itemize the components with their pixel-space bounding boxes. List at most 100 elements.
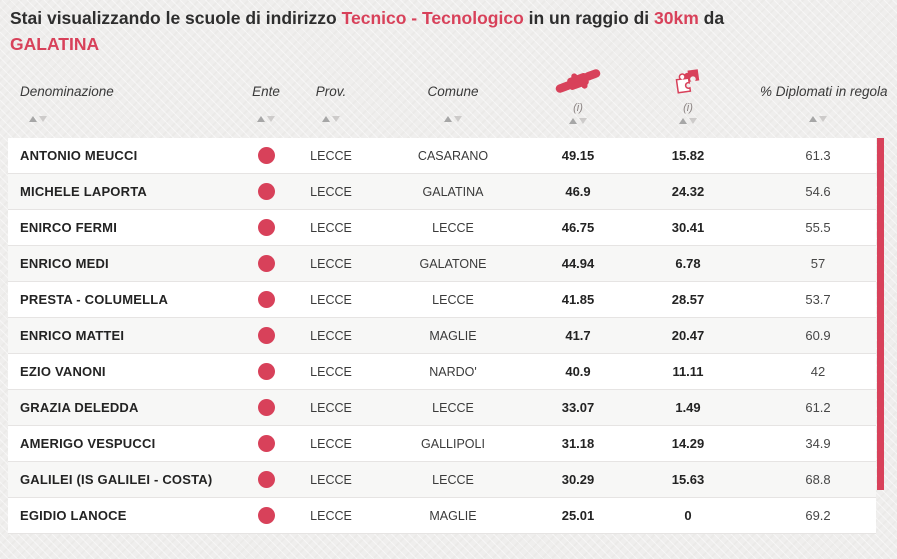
red-dot-icon <box>257 507 275 525</box>
school-name: ENRICO MATTEI <box>20 328 125 343</box>
sort-down-icon[interactable] <box>332 116 340 122</box>
sort-up-icon[interactable] <box>569 118 577 124</box>
column-header-comune[interactable]: Comune <box>366 60 540 138</box>
table-row[interactable]: GALILEI (IS GALILEI - COSTA) LECCE LECCE… <box>8 462 876 498</box>
school-name: ENRICO MEDI <box>20 256 109 271</box>
red-dot-icon <box>257 219 275 237</box>
ente-cell <box>236 255 296 273</box>
sort-arrows[interactable] <box>616 118 760 124</box>
column-label: Ente <box>252 84 280 99</box>
sort-down-icon[interactable] <box>579 118 587 124</box>
comune-cell: CASARANO <box>417 148 489 163</box>
sort-arrows[interactable] <box>236 116 296 122</box>
column-label: % Diplomati in regola <box>760 84 888 99</box>
red-dot-icon <box>257 435 275 453</box>
table-row[interactable]: GRAZIA DELEDDA LECCE LECCE 33.07 1.49 61… <box>8 390 876 426</box>
handshake-value-cell: 30.29 <box>561 472 595 487</box>
province-cell: LECCE <box>310 436 352 451</box>
handshake-value-cell: 31.18 <box>561 436 595 451</box>
sort-arrows[interactable] <box>8 116 236 122</box>
table-row[interactable]: EGIDIO LANOCE LECCE MAGLIE 25.01 0 69.2 <box>8 498 876 534</box>
puzzle-value-cell: 20.47 <box>671 328 705 343</box>
comune-cell: LECCE <box>432 400 474 415</box>
puzzle-value-cell: 6.78 <box>675 256 701 271</box>
red-dot-icon <box>257 183 275 201</box>
column-header-diplomati[interactable]: % Diplomati in regola <box>760 60 888 138</box>
school-name: PRESTA - COLUMELLA <box>20 292 169 307</box>
comune-cell: LECCE <box>432 472 474 487</box>
page-title: Stai visualizzando le scuole di indirizz… <box>0 0 885 57</box>
table-row[interactable]: PRESTA - COLUMELLA LECCE LECCE 41.85 28.… <box>8 282 876 318</box>
handshake-value-cell: 44.94 <box>561 256 595 271</box>
table-row[interactable]: ENRICO MEDI LECCE GALATONE 44.94 6.78 57 <box>8 246 876 282</box>
ente-cell <box>236 327 296 345</box>
diplomati-value-cell: 61.2 <box>805 400 831 415</box>
handshake-icon <box>540 66 616 101</box>
sort-down-icon[interactable] <box>267 116 275 122</box>
table-row[interactable]: AMERIGO VESPUCCI LECCE GALLIPOLI 31.18 1… <box>8 426 876 462</box>
sort-up-icon[interactable] <box>809 116 817 122</box>
red-dot-icon <box>257 291 275 309</box>
column-header-handshake[interactable]: (i) <box>540 60 616 138</box>
ente-cell <box>236 435 296 453</box>
title-middle: in un raggio di <box>523 8 655 28</box>
province-cell: LECCE <box>310 508 352 523</box>
sort-down-icon[interactable] <box>454 116 462 122</box>
puzzle-value-cell: 0 <box>684 508 692 523</box>
sort-up-icon[interactable] <box>257 116 265 122</box>
sort-up-icon[interactable] <box>679 118 687 124</box>
comune-cell: MAGLIE <box>429 328 477 343</box>
sort-up-icon[interactable] <box>29 116 37 122</box>
puzzle-icon <box>616 66 760 101</box>
ente-cell <box>236 219 296 237</box>
red-dot-icon <box>257 399 275 417</box>
province-cell: LECCE <box>310 364 352 379</box>
ente-cell <box>236 147 296 165</box>
handshake-value-cell: 33.07 <box>561 400 595 415</box>
table-row[interactable]: EZIO VANONI LECCE NARDO' 40.9 11.11 42 <box>8 354 876 390</box>
table-row[interactable]: ANTONIO MEUCCI LECCE CASARANO 49.15 15.8… <box>8 138 876 174</box>
info-link[interactable]: (i) <box>683 102 693 114</box>
column-header-denominazione[interactable]: Denominazione <box>8 60 236 138</box>
province-cell: LECCE <box>310 184 352 199</box>
province-cell: LECCE <box>310 220 352 235</box>
puzzle-value-cell: 15.82 <box>671 148 705 163</box>
sort-arrows[interactable] <box>366 116 540 122</box>
title-prefix: Stai visualizzando le scuole di indirizz… <box>10 8 342 28</box>
title-raggio: 30km <box>654 8 699 28</box>
comune-cell: NARDO' <box>429 364 477 379</box>
puzzle-value-cell: 30.41 <box>671 220 705 235</box>
comune-cell: LECCE <box>432 292 474 307</box>
province-cell: LECCE <box>310 472 352 487</box>
table-row[interactable]: ENIRCO FERMI LECCE LECCE 46.75 30.41 55.… <box>8 210 876 246</box>
school-name: EGIDIO LANOCE <box>20 508 127 523</box>
table-row[interactable]: ENRICO MATTEI LECCE MAGLIE 41.7 20.47 60… <box>8 318 876 354</box>
sort-up-icon[interactable] <box>322 116 330 122</box>
sort-up-icon[interactable] <box>444 116 452 122</box>
column-header-prov[interactable]: Prov. <box>296 60 366 138</box>
province-cell: LECCE <box>310 148 352 163</box>
red-dot-icon <box>257 255 275 273</box>
diplomati-value-cell: 61.3 <box>805 148 831 163</box>
sort-down-icon[interactable] <box>819 116 827 122</box>
ente-cell <box>236 471 296 489</box>
column-header-ente[interactable]: Ente <box>236 60 296 138</box>
sort-down-icon[interactable] <box>39 116 47 122</box>
sort-arrows[interactable] <box>296 116 366 122</box>
puzzle-value-cell: 14.29 <box>671 436 705 451</box>
red-dot-icon <box>257 327 275 345</box>
province-cell: LECCE <box>310 328 352 343</box>
column-label: Denominazione <box>20 84 114 99</box>
info-link[interactable]: (i) <box>573 102 583 114</box>
diplomati-value-cell: 60.9 <box>805 328 831 343</box>
comune-cell: GALATINA <box>422 184 484 199</box>
table-row[interactable]: MICHELE LAPORTA LECCE GALATINA 46.9 24.3… <box>8 174 876 210</box>
table-body: ANTONIO MEUCCI LECCE CASARANO 49.15 15.8… <box>8 138 876 534</box>
sort-arrows[interactable] <box>540 118 616 124</box>
province-cell: LECCE <box>310 256 352 271</box>
scrollbar-thumb[interactable] <box>877 138 884 490</box>
sort-down-icon[interactable] <box>689 118 697 124</box>
handshake-value-cell: 40.9 <box>565 364 591 379</box>
sort-arrows[interactable] <box>760 116 876 122</box>
column-header-puzzle[interactable]: (i) <box>616 60 760 138</box>
